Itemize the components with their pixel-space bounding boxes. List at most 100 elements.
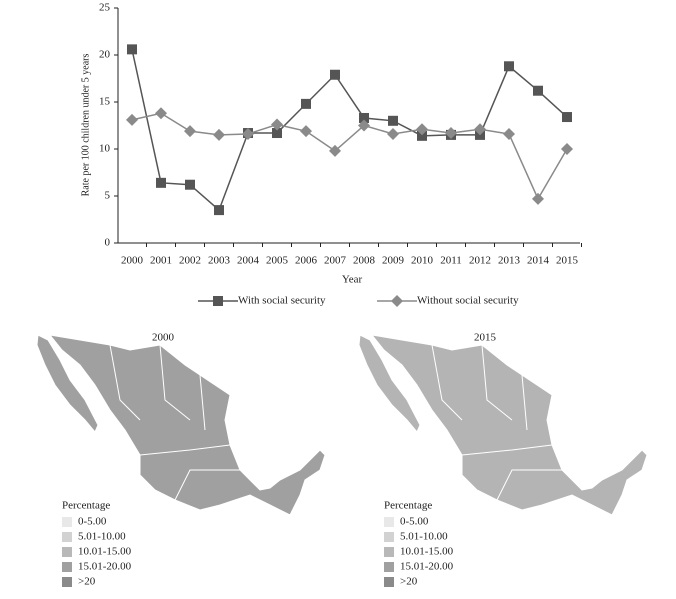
data-point <box>242 127 254 140</box>
legend-label: 5.01-10.00 <box>400 531 448 543</box>
legend-swatch <box>384 547 394 557</box>
x-tick-label: 2012 <box>469 255 491 267</box>
map-region <box>370 334 648 516</box>
map: 2015 Percentage 0-5.00 5.01-10.00 10.01-15.0… <box>358 332 648 588</box>
data-point <box>504 61 514 72</box>
y-tick-label: 25 <box>99 2 111 14</box>
legend-label: With social security <box>238 295 326 307</box>
legend-swatch <box>384 532 394 542</box>
map-border <box>139 444 231 456</box>
map-border <box>521 374 528 431</box>
data-point <box>329 144 341 157</box>
legend-label: 5.01-10.00 <box>78 531 126 543</box>
legend-swatch <box>62 532 72 542</box>
data-point <box>562 112 572 123</box>
legend-swatch <box>62 547 72 557</box>
series-line <box>131 112 568 201</box>
legend-label: 10.01-15.00 <box>78 546 132 558</box>
legend-marker <box>391 295 403 307</box>
x-tick-label: 2006 <box>295 255 318 267</box>
data-point <box>155 107 167 120</box>
x-tick-label: 2007 <box>324 255 347 267</box>
map-border <box>496 469 562 501</box>
legend-label: 15.01-20.00 <box>78 561 132 573</box>
legend-label: 15.01-20.00 <box>400 561 454 573</box>
x-tick-label: 2004 <box>237 255 260 267</box>
data-point <box>301 98 311 109</box>
data-point <box>388 115 398 126</box>
data-point <box>127 44 137 55</box>
data-point <box>213 128 225 141</box>
x-tick-label: 2001 <box>150 255 172 267</box>
y-tick-label: 5 <box>105 190 111 202</box>
legend-label: 10.01-15.00 <box>400 546 454 558</box>
data-point <box>359 112 369 123</box>
legend-swatch <box>62 562 72 572</box>
map-border <box>109 344 141 421</box>
map-region <box>48 334 326 516</box>
legend-label: 0-5.00 <box>78 516 107 528</box>
y-tick-label: 20 <box>99 49 111 61</box>
legend-title: Percentage <box>62 500 110 512</box>
map-border <box>174 469 240 501</box>
legend-title: Percentage <box>384 500 432 512</box>
map: 2000 Percentage 0-5.00 5.01-10.00 10.01-15.0… <box>36 332 326 588</box>
legend-label: >20 <box>400 576 418 588</box>
data-point <box>184 125 196 138</box>
map-border <box>159 344 191 421</box>
data-point <box>271 118 283 131</box>
data-point <box>474 123 486 136</box>
data-point <box>358 119 370 132</box>
data-point <box>416 123 428 136</box>
data-point <box>126 113 138 126</box>
x-tick-label: 2015 <box>556 255 579 267</box>
x-tick-label: 2000 <box>121 255 144 267</box>
x-tick-label: 2002 <box>179 255 201 267</box>
legend-swatch <box>62 517 72 527</box>
x-tick-label: 2014 <box>527 255 550 267</box>
data-point <box>561 143 573 155</box>
y-tick-label: 10 <box>99 143 111 155</box>
y-tick-label: 0 <box>105 237 111 249</box>
data-point <box>156 177 166 188</box>
x-tick-label: 2003 <box>208 255 231 267</box>
series-line <box>131 49 568 212</box>
map-border <box>431 344 463 421</box>
legend-label: 0-5.00 <box>400 516 429 528</box>
y-axis-label: Rate per 100 children under 5 years <box>80 54 91 197</box>
data-point <box>533 85 543 96</box>
map-region <box>36 334 99 433</box>
legend-marker <box>213 296 223 306</box>
data-point <box>532 192 544 205</box>
x-tick-label: 2010 <box>411 255 434 267</box>
legend-swatch <box>62 577 72 587</box>
data-point <box>272 128 282 139</box>
data-point <box>445 127 457 140</box>
legend-swatch <box>384 562 394 572</box>
data-point <box>185 179 195 190</box>
map-border <box>461 444 553 456</box>
x-tick-label: 2008 <box>353 255 376 267</box>
map-title: 2015 <box>474 332 497 344</box>
legend-swatch <box>384 577 394 587</box>
y-tick-label: 15 <box>99 96 111 108</box>
map-region <box>358 334 421 433</box>
x-tick-label: 2011 <box>440 255 462 267</box>
data-point <box>330 69 340 80</box>
map-border <box>481 344 513 421</box>
x-tick-label: 2009 <box>382 255 405 267</box>
legend-label: >20 <box>78 576 96 588</box>
x-tick-label: 2013 <box>498 255 521 267</box>
legend-swatch <box>384 517 394 527</box>
data-point <box>417 130 427 141</box>
data-point <box>214 205 224 216</box>
legend-label: Without social security <box>417 295 519 307</box>
data-point <box>300 125 312 138</box>
data-point <box>503 127 515 140</box>
data-point <box>387 127 399 140</box>
map-title: 2000 <box>152 332 175 344</box>
x-axis-label: Year <box>342 274 363 286</box>
x-tick-label: 2005 <box>266 255 289 267</box>
map-border <box>199 374 206 431</box>
